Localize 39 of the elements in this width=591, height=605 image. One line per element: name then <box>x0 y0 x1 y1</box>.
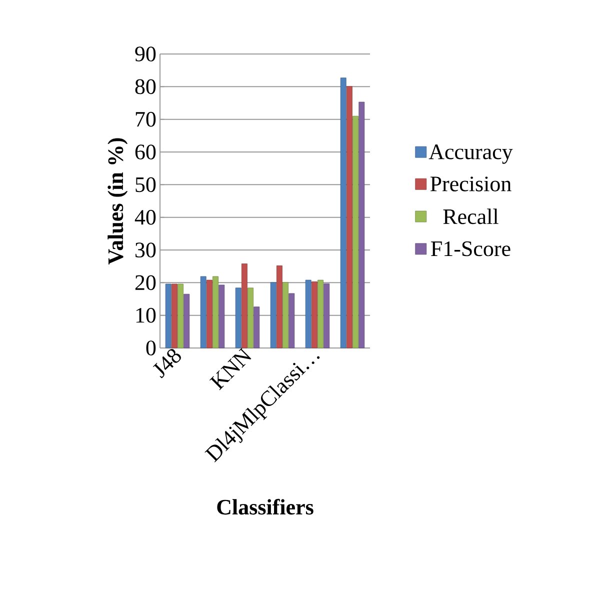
y-tick-label: 90 <box>135 46 156 62</box>
y-axis-title: Values (in %) <box>108 138 128 265</box>
bar <box>165 284 172 348</box>
bar <box>212 276 218 348</box>
y-tick-label: 40 <box>134 210 156 225</box>
bar <box>206 280 212 348</box>
y-tick-label: 80 <box>135 79 156 94</box>
legend-label: Accuracy <box>428 144 513 164</box>
y-tick-label: 10 <box>136 308 156 323</box>
legend-label: Precision <box>430 176 512 192</box>
bar <box>184 294 190 348</box>
x-axis-title: Classifiers <box>217 498 314 515</box>
bar <box>248 288 254 348</box>
y-tick-label: 20 <box>135 275 156 290</box>
legend-label: Recall <box>443 208 498 224</box>
bar <box>305 280 312 348</box>
bar <box>200 276 206 348</box>
y-tick-label: 70 <box>136 112 156 127</box>
legend-label: F1-Score <box>431 241 510 256</box>
bar <box>324 283 330 348</box>
bar <box>340 78 346 348</box>
bar <box>311 281 318 348</box>
bar <box>352 116 358 348</box>
bar <box>171 284 178 348</box>
bar <box>254 306 260 348</box>
bar <box>270 282 276 348</box>
bar <box>178 284 184 348</box>
bar <box>241 264 248 348</box>
y-tick-label: 30 <box>136 242 156 258</box>
bar <box>288 293 295 348</box>
bar <box>358 102 365 348</box>
bar <box>318 280 324 348</box>
bar <box>218 284 225 348</box>
bar <box>346 86 352 348</box>
bar <box>276 265 282 348</box>
bar <box>235 288 242 348</box>
bar <box>282 282 288 348</box>
y-tick-label: 60 <box>135 144 156 160</box>
y-tick-label: 50 <box>136 177 156 192</box>
